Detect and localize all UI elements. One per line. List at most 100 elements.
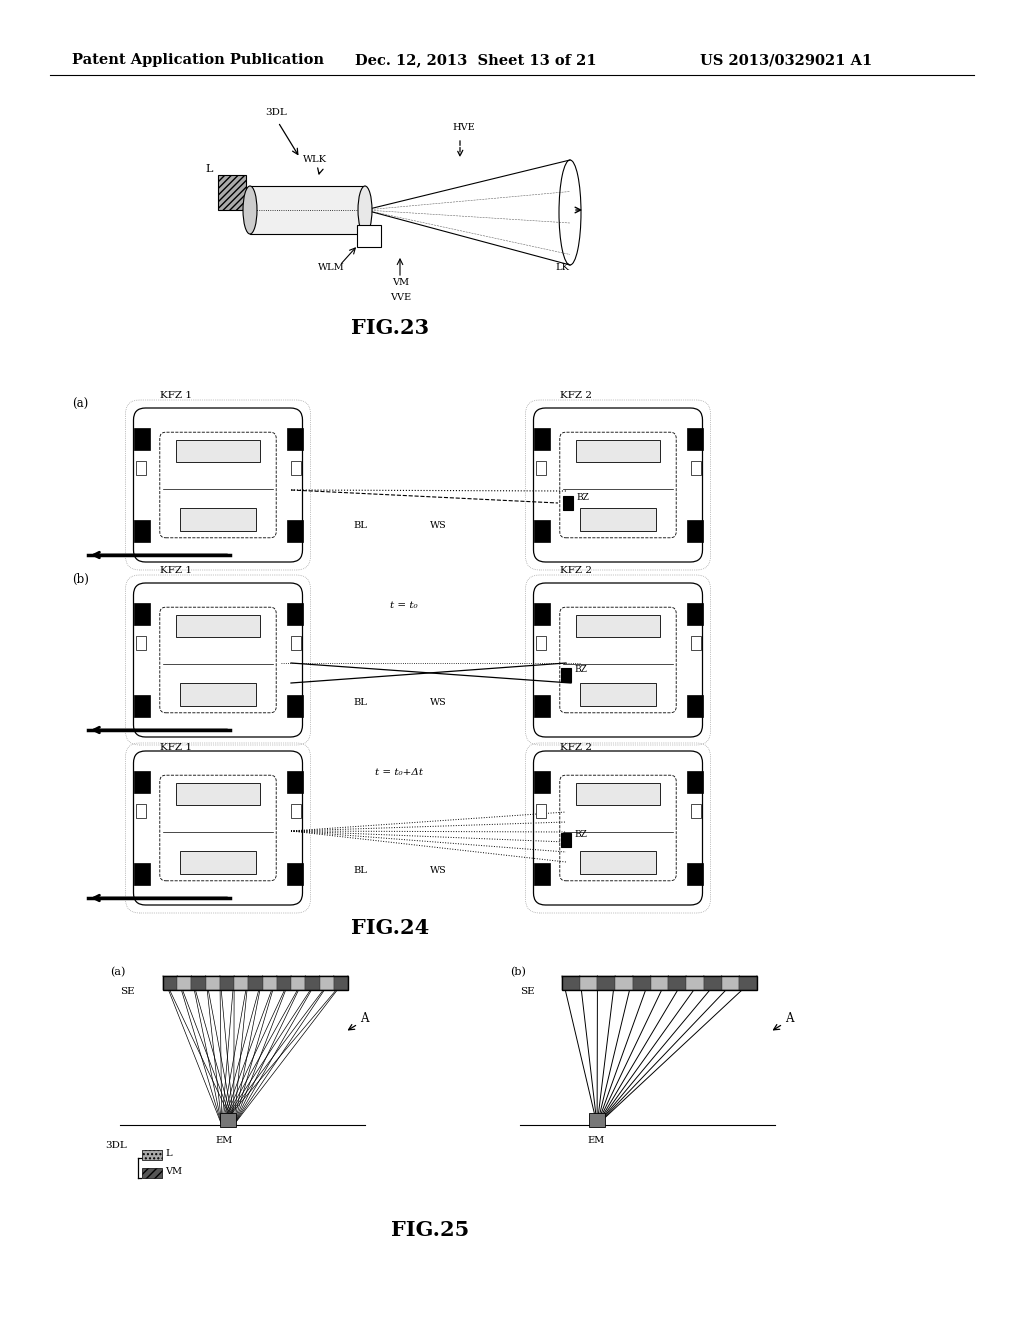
Text: VM: VM: [392, 279, 410, 286]
Bar: [291, 975, 305, 990]
FancyBboxPatch shape: [534, 583, 702, 737]
Text: EM: EM: [587, 1137, 604, 1144]
Bar: [287, 863, 302, 884]
Text: FIG.24: FIG.24: [351, 917, 429, 939]
Bar: [686, 975, 703, 990]
Text: 3DL: 3DL: [105, 1140, 127, 1150]
Text: (a): (a): [72, 399, 88, 411]
Bar: [575, 783, 660, 805]
Bar: [669, 975, 686, 990]
Bar: [133, 520, 150, 543]
Text: BL: BL: [353, 866, 367, 875]
Bar: [534, 603, 550, 624]
Bar: [133, 603, 150, 624]
Bar: [686, 428, 702, 450]
Bar: [581, 851, 655, 874]
Text: VM: VM: [165, 1167, 182, 1176]
Bar: [690, 636, 700, 649]
Bar: [534, 520, 550, 543]
Bar: [176, 783, 260, 805]
Bar: [536, 804, 546, 817]
Bar: [142, 1150, 162, 1160]
Text: L: L: [205, 164, 212, 174]
Bar: [220, 975, 234, 990]
Text: SE: SE: [120, 987, 134, 997]
Bar: [534, 428, 550, 450]
Bar: [357, 224, 381, 247]
Bar: [133, 863, 150, 884]
Text: BL: BL: [353, 521, 367, 531]
FancyBboxPatch shape: [133, 408, 302, 562]
Bar: [287, 696, 302, 717]
FancyBboxPatch shape: [133, 751, 302, 906]
Text: WS: WS: [430, 698, 446, 708]
Text: A: A: [785, 1012, 794, 1026]
Bar: [180, 684, 256, 705]
Text: EM: EM: [216, 1137, 233, 1144]
Bar: [534, 863, 550, 884]
Text: 3DL: 3DL: [265, 108, 287, 117]
Bar: [536, 461, 546, 475]
Bar: [250, 186, 365, 234]
Bar: [135, 461, 145, 475]
Text: US 2013/0329021 A1: US 2013/0329021 A1: [700, 53, 872, 67]
Text: WS: WS: [430, 866, 446, 875]
Bar: [686, 696, 702, 717]
Bar: [563, 496, 573, 510]
Text: FIG.23: FIG.23: [351, 318, 429, 338]
Bar: [287, 603, 302, 624]
Bar: [633, 975, 650, 990]
Ellipse shape: [358, 186, 372, 234]
FancyBboxPatch shape: [133, 583, 302, 737]
Bar: [220, 1113, 236, 1127]
Text: (b): (b): [510, 966, 526, 977]
Bar: [686, 771, 702, 793]
Text: BZ: BZ: [574, 665, 587, 675]
Bar: [686, 520, 702, 543]
Bar: [218, 176, 246, 210]
Text: BZ: BZ: [574, 830, 587, 840]
Bar: [722, 975, 739, 990]
Text: KFZ 1: KFZ 1: [160, 743, 193, 752]
Text: L: L: [165, 1148, 172, 1158]
Text: Dec. 12, 2013  Sheet 13 of 21: Dec. 12, 2013 Sheet 13 of 21: [355, 53, 597, 67]
Text: VVE: VVE: [390, 293, 411, 302]
Bar: [163, 975, 177, 990]
Ellipse shape: [243, 186, 257, 234]
Bar: [690, 461, 700, 475]
Bar: [177, 975, 191, 990]
Bar: [180, 508, 256, 531]
Bar: [180, 851, 256, 874]
Bar: [287, 428, 302, 450]
Bar: [575, 615, 660, 636]
Text: KFZ 1: KFZ 1: [160, 391, 193, 400]
Bar: [536, 636, 546, 649]
Bar: [739, 975, 757, 990]
Bar: [287, 771, 302, 793]
Bar: [561, 668, 571, 682]
Bar: [534, 696, 550, 717]
Text: BL: BL: [353, 698, 367, 708]
Bar: [319, 975, 334, 990]
Bar: [262, 975, 276, 990]
Text: KFZ 2: KFZ 2: [560, 391, 592, 400]
Bar: [291, 636, 300, 649]
Bar: [703, 975, 722, 990]
Text: FIG.25: FIG.25: [391, 1220, 469, 1239]
Bar: [650, 975, 669, 990]
Text: (a): (a): [110, 966, 125, 977]
Bar: [291, 461, 300, 475]
Bar: [176, 440, 260, 462]
Bar: [135, 804, 145, 817]
Bar: [686, 603, 702, 624]
Text: WS: WS: [430, 521, 446, 531]
Text: KFZ 2: KFZ 2: [560, 566, 592, 576]
Bar: [580, 975, 597, 990]
Text: Patent Application Publication: Patent Application Publication: [72, 53, 324, 67]
Bar: [133, 696, 150, 717]
Text: KFZ 1: KFZ 1: [160, 566, 193, 576]
Bar: [562, 975, 580, 990]
Bar: [249, 975, 262, 990]
Bar: [581, 508, 655, 531]
Bar: [589, 1113, 605, 1127]
